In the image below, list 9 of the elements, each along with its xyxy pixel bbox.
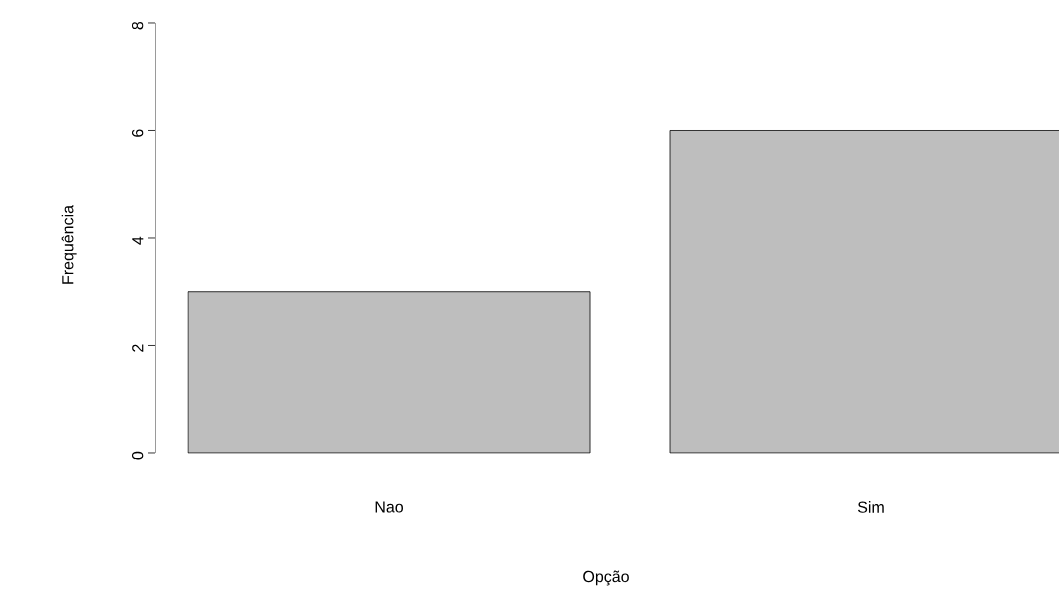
y-tick-label: 0 xyxy=(131,451,144,460)
y-tick-label: 2 xyxy=(132,344,144,352)
y-axis-title: Frequência xyxy=(61,204,77,284)
y-tick-label: 4 xyxy=(132,236,144,245)
x-tick-label: Sim xyxy=(857,501,884,513)
x-tick-label: Nao xyxy=(375,501,403,513)
y-tick-label: 6 xyxy=(131,129,144,137)
y-tick-label: 8 xyxy=(131,21,144,30)
x-axis-title: Opção xyxy=(583,570,629,586)
